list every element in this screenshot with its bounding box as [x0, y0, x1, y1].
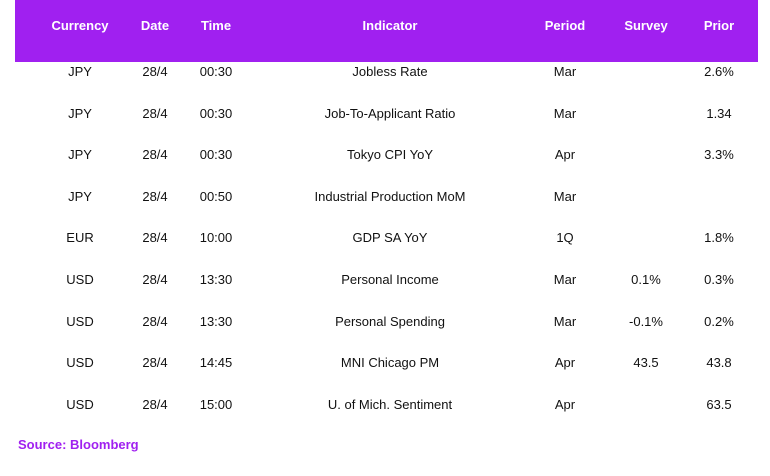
cell-currency: USD	[66, 355, 94, 370]
table-row: USD 28/4 14:45 MNI Chicago PM Apr 43.5 43.8	[15, 0, 758, 370]
cell-date: 28/4	[142, 355, 168, 370]
cell-prior: 0.2%	[704, 314, 734, 329]
cell-prior: 43.8	[706, 355, 732, 370]
cell-prior: 2.6%	[704, 64, 734, 79]
table-row: USD 28/4 13:30 Personal Income Mar 0.1% 0.3%	[15, 0, 758, 287]
cell-survey: 0.1%	[631, 272, 661, 287]
cell-date: 28/4	[142, 272, 168, 287]
header-prior: Prior	[703, 18, 735, 33]
table-row: EUR 28/4 10:00 GDP SA YoY 1Q 1.8%	[15, 0, 758, 245]
cell-indicator: Jobless Rate	[352, 64, 428, 79]
table-header: Currency Date Time Indicator Period Surv…	[15, 0, 758, 62]
cell-currency: JPY	[68, 147, 92, 162]
header-indicator: Indicator	[362, 18, 418, 33]
cell-currency: JPY	[68, 189, 92, 204]
cell-currency: EUR	[66, 230, 94, 245]
cell-period: Mar	[553, 64, 577, 79]
cell-indicator: Industrial Production MoM	[314, 189, 466, 204]
header-currency: Currency	[51, 18, 109, 33]
cell-indicator: Job-To-Applicant Ratio	[324, 106, 456, 121]
cell-period: Apr	[554, 147, 576, 162]
cell-date: 28/4	[142, 397, 168, 412]
cell-period: 1Q	[556, 230, 574, 245]
cell-period: Mar	[553, 189, 577, 204]
cell-indicator: GDP SA YoY	[352, 230, 428, 245]
cell-prior: 0.3%	[704, 272, 734, 287]
cell-period: Apr	[554, 397, 576, 412]
cell-indicator: MNI Chicago PM	[340, 355, 440, 370]
header-survey: Survey	[624, 18, 668, 33]
cell-date: 28/4	[142, 189, 168, 204]
table-row: JPY 28/4 00:30 Tokyo CPI YoY Apr 3.3%	[15, 0, 758, 162]
cell-date: 28/4	[142, 106, 168, 121]
cell-time: 00:30	[199, 106, 233, 121]
cell-date: 28/4	[142, 64, 168, 79]
cell-period: Mar	[553, 106, 577, 121]
cell-indicator: Tokyo CPI YoY	[347, 147, 433, 162]
cell-survey: -0.1%	[629, 314, 663, 329]
table-row: USD 28/4 15:00 U. of Mich. Sentiment Apr 63.5	[15, 0, 758, 412]
table-row: JPY 28/4 00:50 Industrial Production MoM Mar	[15, 0, 758, 204]
table-row: USD 28/4 13:30 Personal Spending Mar -0.1% 0.2…	[15, 0, 758, 329]
cell-currency: USD	[66, 314, 94, 329]
cell-currency: USD	[66, 272, 94, 287]
cell-date: 28/4	[142, 147, 168, 162]
cell-currency: JPY	[68, 106, 92, 121]
cell-prior: 1.34	[706, 106, 732, 121]
cell-currency: USD	[66, 397, 94, 412]
cell-prior: 3.3%	[704, 147, 734, 162]
cell-time: 00:30	[199, 147, 233, 162]
cell-period: Mar	[553, 314, 577, 329]
cell-time: 00:30	[199, 64, 233, 79]
cell-indicator: U. of Mich. Sentiment	[327, 397, 453, 412]
table-row: JPY 28/4 00:30 Jobless Rate Mar 2.6%	[15, 0, 758, 79]
cell-indicator: Personal Income	[341, 272, 439, 287]
cell-prior: 63.5	[706, 397, 732, 412]
header-date: Date	[140, 18, 170, 33]
source-note: Source: Bloomberg	[18, 437, 139, 452]
cell-time: 10:00	[199, 230, 233, 245]
cell-indicator: Personal Spending	[335, 314, 445, 329]
cell-date: 28/4	[142, 230, 168, 245]
cell-time: 00:50	[199, 189, 233, 204]
cell-time: 13:30	[199, 314, 233, 329]
cell-period: Apr	[554, 355, 576, 370]
cell-time: 13:30	[199, 272, 233, 287]
cell-period: Mar	[553, 272, 577, 287]
header-time: Time	[200, 18, 232, 33]
header-period: Period	[544, 18, 586, 33]
cell-time: 15:00	[199, 397, 233, 412]
cell-prior: 1.8%	[704, 230, 734, 245]
cell-currency: JPY	[68, 64, 92, 79]
cell-time: 14:45	[199, 355, 233, 370]
table-row: JPY 28/4 00:30 Job-To-Applicant Ratio Mar 1.3…	[15, 0, 758, 121]
cell-survey: 43.5	[633, 355, 659, 370]
cell-date: 28/4	[142, 314, 168, 329]
